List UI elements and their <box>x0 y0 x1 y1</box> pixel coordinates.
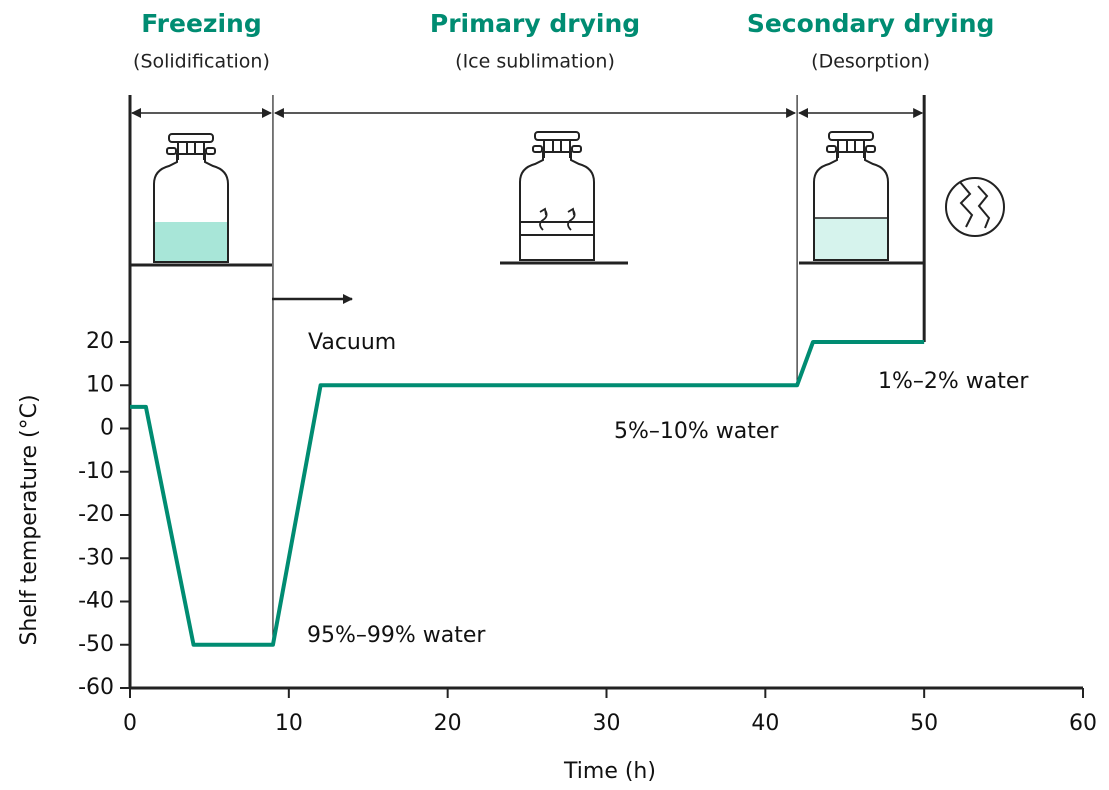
y-tick-label: 0 <box>100 416 114 441</box>
phase-subtitle: (Solidification) <box>133 51 270 73</box>
x-tick-label: 0 <box>123 711 137 736</box>
x-tick-label: 10 <box>275 711 303 736</box>
phase-title: Secondary drying <box>747 9 995 38</box>
x-tick-label: 50 <box>910 711 938 736</box>
annotation: Vacuum <box>308 330 396 355</box>
x-tick-label: 40 <box>751 711 779 736</box>
annotation: 95%–99% water <box>307 623 486 648</box>
annotation: 1%–2% water <box>878 369 1029 394</box>
annotation: 5%–10% water <box>614 419 779 444</box>
cake-icon <box>946 178 1004 236</box>
phase-title: Freezing <box>141 9 262 38</box>
vial-icon <box>520 132 594 260</box>
x-tick-label: 30 <box>593 711 621 736</box>
y-tick-label: -30 <box>78 545 114 570</box>
y-axis-label: Shelf temperature (°C) <box>17 394 42 645</box>
phase-subtitle: (Ice sublimation) <box>455 51 615 73</box>
dried-product <box>815 218 887 260</box>
vapor-arrows <box>540 209 575 230</box>
y-tick-label: -20 <box>78 502 114 527</box>
x-axis-label: Time (h) <box>563 759 656 784</box>
y-tick-label: 20 <box>86 329 114 354</box>
frozen-product <box>155 222 227 262</box>
y-tick-label: -50 <box>78 632 114 657</box>
y-tick-label: -10 <box>78 459 114 484</box>
phase-subtitle: (Desorption) <box>811 51 930 73</box>
y-tick-label: 10 <box>86 372 114 397</box>
y-tick-label: -40 <box>78 589 114 614</box>
temperature-line <box>130 342 924 645</box>
x-tick-label: 60 <box>1069 711 1097 736</box>
crack-lines <box>960 182 989 228</box>
chart: Time (h) Shelf temperature (°C) 0 10 20 30 4… <box>0 0 1109 790</box>
x-tick-label: 20 <box>434 711 462 736</box>
y-tick-label: -60 <box>78 675 114 700</box>
phase-title: Primary drying <box>430 9 640 38</box>
vials <box>130 132 1004 265</box>
